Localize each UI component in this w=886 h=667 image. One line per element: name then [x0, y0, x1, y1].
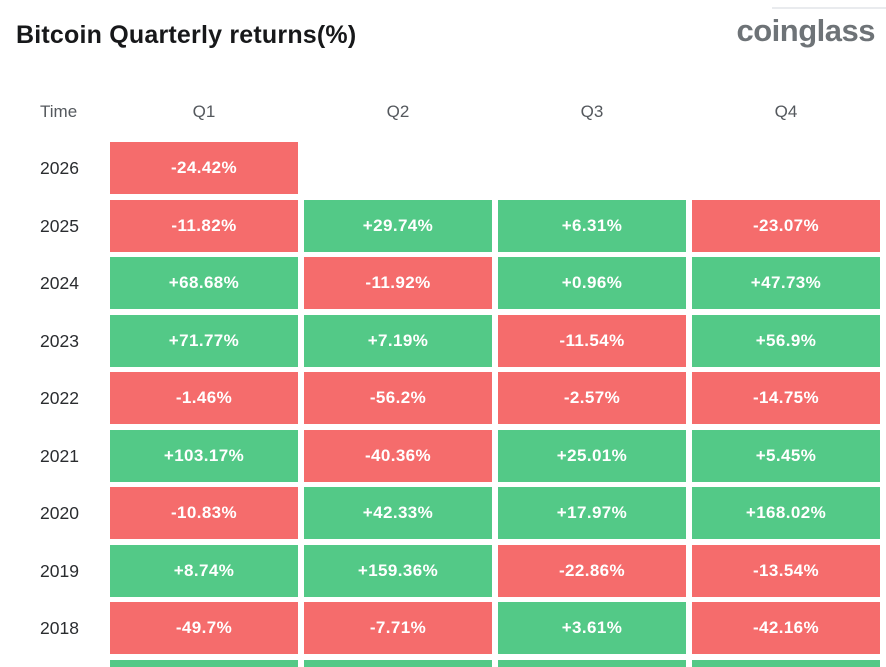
row-year-label: 2025 — [40, 215, 79, 236]
column-header-q4: Q4 — [774, 102, 798, 121]
return-cell — [692, 142, 880, 194]
return-cell: -49.7% — [110, 602, 298, 654]
return-cell: +71.77% — [110, 314, 298, 367]
return-cell: -11.54% — [498, 314, 686, 367]
return-cell: +42.33% — [304, 487, 492, 539]
return-cell: +25.01% — [498, 429, 686, 482]
table-row: 2023 +71.77% +7.19% -11.54% +56.9% — [40, 314, 880, 367]
return-cell: +8.74% — [110, 544, 298, 597]
column-header-q3: Q3 — [580, 102, 604, 121]
return-cell: -24.42% — [110, 142, 298, 194]
row-year-label — [40, 660, 104, 667]
return-cell: -7.71% — [304, 602, 492, 654]
return-cell: +7.19% — [304, 314, 492, 367]
page-title: Bitcoin Quarterly returns(%) — [16, 21, 357, 49]
return-cell: +103.17% — [110, 429, 298, 482]
column-header-q2: Q2 — [386, 102, 410, 121]
return-cell: +17.97% — [498, 487, 686, 539]
table-row: 2018 -49.7% -7.71% +3.61% -42.16% — [40, 602, 880, 654]
row-year-label: 2020 — [40, 503, 79, 523]
row-year-label: 2026 — [40, 158, 79, 178]
table-row: 2026 -24.42% — [40, 142, 880, 194]
return-cell — [110, 659, 298, 667]
table-row: 2024 +68.68% -11.92% +0.96% +47.73% — [40, 257, 880, 309]
return-cell: +5.45% — [692, 429, 880, 482]
column-header-q1: Q1 — [192, 102, 216, 121]
table-row — [40, 659, 880, 667]
table-header-row: Time Q1 Q2 Q3 Q4 — [40, 99, 880, 125]
return-cell — [498, 659, 686, 667]
row-year-label: 2022 — [40, 388, 79, 408]
return-cell — [692, 659, 880, 667]
row-year-label: 2018 — [40, 618, 79, 638]
return-cell: -42.16% — [692, 602, 880, 654]
return-cell: -22.86% — [498, 544, 686, 597]
row-year-label: 2021 — [40, 445, 79, 466]
table-row: 2025 -11.82% +29.74% +6.31% -23.07% — [40, 199, 880, 252]
column-header-time: Time — [40, 102, 78, 121]
return-cell — [304, 659, 492, 667]
return-cell: -56.2% — [304, 372, 492, 424]
row-year-label: 2023 — [40, 330, 79, 351]
return-cell: -40.36% — [304, 429, 492, 482]
table-rows: 2026 -24.42% 2025 -11.82% +29.74% +6.31% -23.0… — [40, 142, 880, 667]
return-cell: -10.83% — [110, 487, 298, 539]
return-cell: +6.31% — [498, 199, 686, 252]
row-year-label: 2024 — [40, 273, 79, 293]
return-cell: -2.57% — [498, 372, 686, 424]
return-cell: +3.61% — [498, 602, 686, 654]
table-row: 2022 -1.46% -56.2% -2.57% -14.75% — [40, 372, 880, 424]
return-cell: +159.36% — [304, 544, 492, 597]
table-row: 2019 +8.74% +159.36% -22.86% -13.54% — [40, 544, 880, 597]
return-cell: +56.9% — [692, 314, 880, 367]
return-cell: +0.96% — [498, 257, 686, 309]
return-cell: -23.07% — [692, 199, 880, 252]
table-row: 2021 +103.17% -40.36% +25.01% +5.45% — [40, 429, 880, 482]
return-cell — [498, 142, 686, 194]
coinglass-logo: coinglass — [736, 13, 876, 48]
return-cell: +68.68% — [110, 257, 298, 309]
return-cell: -1.46% — [110, 372, 298, 424]
return-cell — [304, 142, 492, 194]
return-cell: -13.54% — [692, 544, 880, 597]
top-edge-line — [772, 7, 886, 9]
row-year-label: 2019 — [40, 560, 79, 581]
return-cell: -14.75% — [692, 372, 880, 424]
return-cell: +29.74% — [304, 199, 492, 252]
quarterly-returns-table: Time Q1 Q2 Q3 Q4 2026 -24.42% 2025 -11.82% +… — [40, 99, 880, 667]
return-cell: +47.73% — [692, 257, 880, 309]
return-cell: +168.02% — [692, 487, 880, 539]
return-cell: -11.92% — [304, 257, 492, 309]
table-row: 2020 -10.83% +42.33% +17.97% +168.02% — [40, 487, 880, 539]
return-cell: -11.82% — [110, 199, 298, 252]
